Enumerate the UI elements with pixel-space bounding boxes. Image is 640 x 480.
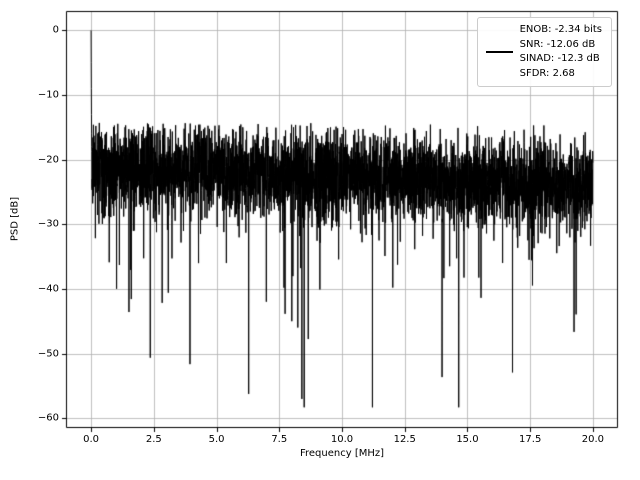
y-tick-label: −40 xyxy=(37,283,59,295)
x-tick-label: 7.5 xyxy=(271,434,288,445)
y-tick-label: −10 xyxy=(37,89,59,101)
y-tick-label: −20 xyxy=(37,154,59,166)
x-tick-label: 5.0 xyxy=(208,434,225,445)
x-tick-label: 15.0 xyxy=(456,434,479,445)
y-axis-label: PSD [dB] xyxy=(9,196,21,242)
x-tick-label: 12.5 xyxy=(393,434,416,445)
x-tick-label: 17.5 xyxy=(519,434,542,445)
legend-entry-sfdr: SFDR: 2.68 xyxy=(519,67,575,79)
legend: ENOB: -2.34 bits SNR: -12.06 dB SINAD: -… xyxy=(476,17,612,87)
x-tick-label: 2.5 xyxy=(145,434,162,445)
legend-entries: ENOB: -2.34 bits SNR: -12.06 dB SINAD: -… xyxy=(520,23,602,81)
y-tick-label: 0 xyxy=(52,24,59,36)
legend-entry-enob: ENOB: -2.34 bits xyxy=(519,24,602,35)
y-tick-label: −30 xyxy=(37,218,59,230)
x-axis-label: Frequency [MHz] xyxy=(299,448,385,459)
y-tick-label: −50 xyxy=(37,348,59,360)
x-tick-label: 10.0 xyxy=(330,434,354,445)
legend-entry-sinad: SINAD: -12.3 dB xyxy=(519,53,600,64)
x-tick-label: 0.0 xyxy=(83,434,100,445)
legend-line-sample-icon xyxy=(485,51,513,53)
y-tick-label: −60 xyxy=(37,412,59,424)
x-tick-label: 20.0 xyxy=(581,434,605,445)
legend-entry-snr: SNR: -12.06 dB xyxy=(519,38,596,50)
